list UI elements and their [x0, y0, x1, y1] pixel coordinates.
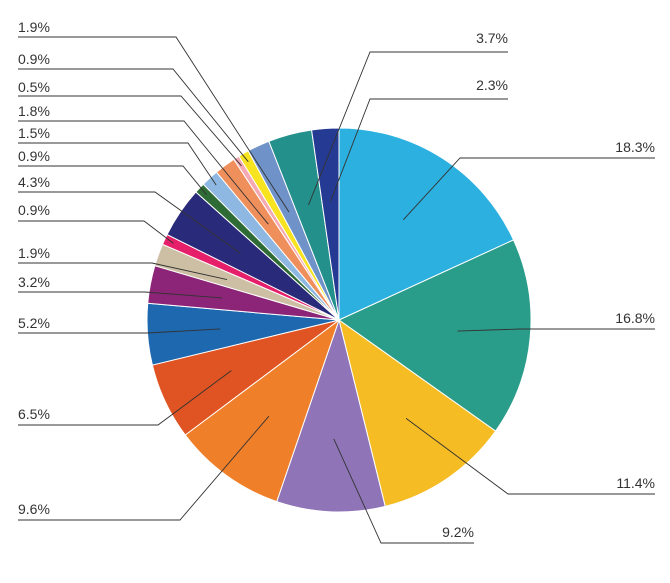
leader-line-9	[18, 262, 228, 281]
leader-line-11	[18, 191, 241, 254]
pie-slice-2	[338, 239, 532, 432]
pie-slice-3	[338, 318, 497, 507]
slice-label-18: 3.7%	[476, 30, 508, 46]
slice-label-9: 1.9%	[18, 245, 50, 261]
leader-line-7	[18, 328, 221, 334]
slice-label-2: 16.8%	[615, 310, 655, 326]
slice-label-6: 6.5%	[18, 406, 50, 422]
leader-line-2	[457, 328, 655, 332]
slice-label-10: 0.9%	[18, 202, 50, 218]
leader-line-18	[308, 51, 508, 206]
leader-line-3	[405, 418, 655, 495]
leader-line-15	[18, 95, 242, 167]
slice-label-13: 1.5%	[18, 125, 50, 141]
slice-labels: 18.3% 16.8% 11.4% 9.2% 9.6% 6.5% 5.2% 3.2% 1.9% 0…	[18, 19, 655, 540]
leader-lines	[18, 36, 655, 544]
pie-slice-5	[184, 318, 340, 503]
slice-label-1: 18.3%	[615, 139, 655, 155]
pie-slice-1	[338, 127, 515, 321]
slice-label-5: 9.6%	[18, 501, 50, 517]
leader-line-10	[18, 220, 174, 244]
leader-line-16	[18, 68, 249, 163]
pie-slice-4	[276, 318, 386, 513]
slice-label-14: 1.8%	[18, 103, 50, 119]
slice-label-15: 0.5%	[18, 79, 50, 95]
slice-label-12: 0.9%	[18, 148, 50, 164]
leader-line-6	[18, 370, 232, 426]
slice-label-3: 11.4%	[616, 475, 655, 491]
leader-line-4	[333, 438, 474, 544]
slice-label-8: 3.2%	[18, 274, 50, 290]
leader-line-14	[18, 120, 269, 225]
leader-line-5	[18, 415, 270, 521]
pie-slices	[146, 127, 532, 513]
slice-label-19: 2.3%	[476, 77, 508, 93]
slice-label-11: 4.3%	[18, 174, 50, 190]
slice-label-17: 1.9%	[18, 19, 50, 35]
leader-line-13	[18, 142, 217, 186]
leader-line-8	[18, 291, 223, 299]
leader-line-17	[18, 36, 290, 213]
slice-label-16: 0.9%	[18, 51, 50, 67]
slice-label-7: 5.2%	[18, 315, 50, 331]
leader-line-12	[18, 165, 207, 195]
leader-line-19	[330, 98, 508, 202]
slice-label-4: 9.2%	[442, 524, 474, 540]
leader-line-1	[402, 157, 655, 221]
